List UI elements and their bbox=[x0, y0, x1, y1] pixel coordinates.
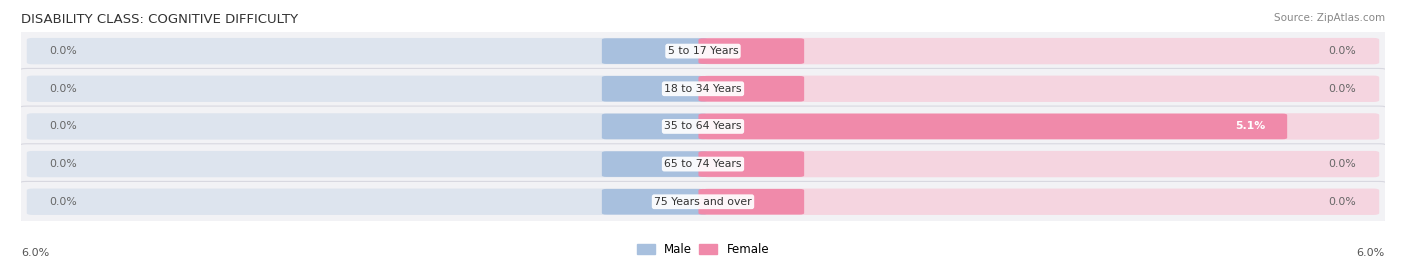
FancyBboxPatch shape bbox=[27, 38, 703, 64]
Text: 6.0%: 6.0% bbox=[21, 248, 49, 258]
FancyBboxPatch shape bbox=[703, 113, 1379, 140]
FancyBboxPatch shape bbox=[699, 151, 804, 177]
FancyBboxPatch shape bbox=[18, 106, 1388, 147]
Text: 6.0%: 6.0% bbox=[1357, 248, 1385, 258]
Text: 0.0%: 0.0% bbox=[49, 46, 77, 56]
Text: 0.0%: 0.0% bbox=[1329, 84, 1357, 94]
Text: 18 to 34 Years: 18 to 34 Years bbox=[664, 84, 742, 94]
FancyBboxPatch shape bbox=[703, 189, 1379, 215]
FancyBboxPatch shape bbox=[699, 189, 804, 215]
FancyBboxPatch shape bbox=[27, 151, 703, 177]
FancyBboxPatch shape bbox=[602, 189, 707, 215]
Text: DISABILITY CLASS: COGNITIVE DIFFICULTY: DISABILITY CLASS: COGNITIVE DIFFICULTY bbox=[21, 13, 298, 26]
Text: 75 Years and over: 75 Years and over bbox=[654, 197, 752, 207]
Text: 5.1%: 5.1% bbox=[1236, 121, 1265, 132]
Text: 0.0%: 0.0% bbox=[49, 159, 77, 169]
FancyBboxPatch shape bbox=[27, 189, 703, 215]
FancyBboxPatch shape bbox=[602, 76, 707, 102]
Text: 0.0%: 0.0% bbox=[1329, 159, 1357, 169]
FancyBboxPatch shape bbox=[18, 181, 1388, 222]
FancyBboxPatch shape bbox=[703, 38, 1379, 64]
Text: 0.0%: 0.0% bbox=[1329, 46, 1357, 56]
FancyBboxPatch shape bbox=[27, 113, 703, 140]
Text: 0.0%: 0.0% bbox=[49, 121, 77, 132]
Text: 0.0%: 0.0% bbox=[49, 84, 77, 94]
FancyBboxPatch shape bbox=[703, 76, 1379, 102]
FancyBboxPatch shape bbox=[699, 38, 804, 64]
FancyBboxPatch shape bbox=[699, 76, 804, 102]
Text: 5 to 17 Years: 5 to 17 Years bbox=[668, 46, 738, 56]
FancyBboxPatch shape bbox=[18, 68, 1388, 109]
FancyBboxPatch shape bbox=[18, 31, 1388, 72]
FancyBboxPatch shape bbox=[27, 76, 703, 102]
FancyBboxPatch shape bbox=[699, 114, 1286, 139]
Text: 35 to 64 Years: 35 to 64 Years bbox=[664, 121, 742, 132]
Text: Source: ZipAtlas.com: Source: ZipAtlas.com bbox=[1274, 13, 1385, 23]
Text: 65 to 74 Years: 65 to 74 Years bbox=[664, 159, 742, 169]
FancyBboxPatch shape bbox=[602, 151, 707, 177]
Legend: Male, Female: Male, Female bbox=[637, 243, 769, 256]
FancyBboxPatch shape bbox=[703, 151, 1379, 177]
Text: 0.0%: 0.0% bbox=[1329, 197, 1357, 207]
FancyBboxPatch shape bbox=[602, 38, 707, 64]
FancyBboxPatch shape bbox=[602, 114, 707, 139]
Text: 0.0%: 0.0% bbox=[49, 197, 77, 207]
FancyBboxPatch shape bbox=[18, 144, 1388, 185]
